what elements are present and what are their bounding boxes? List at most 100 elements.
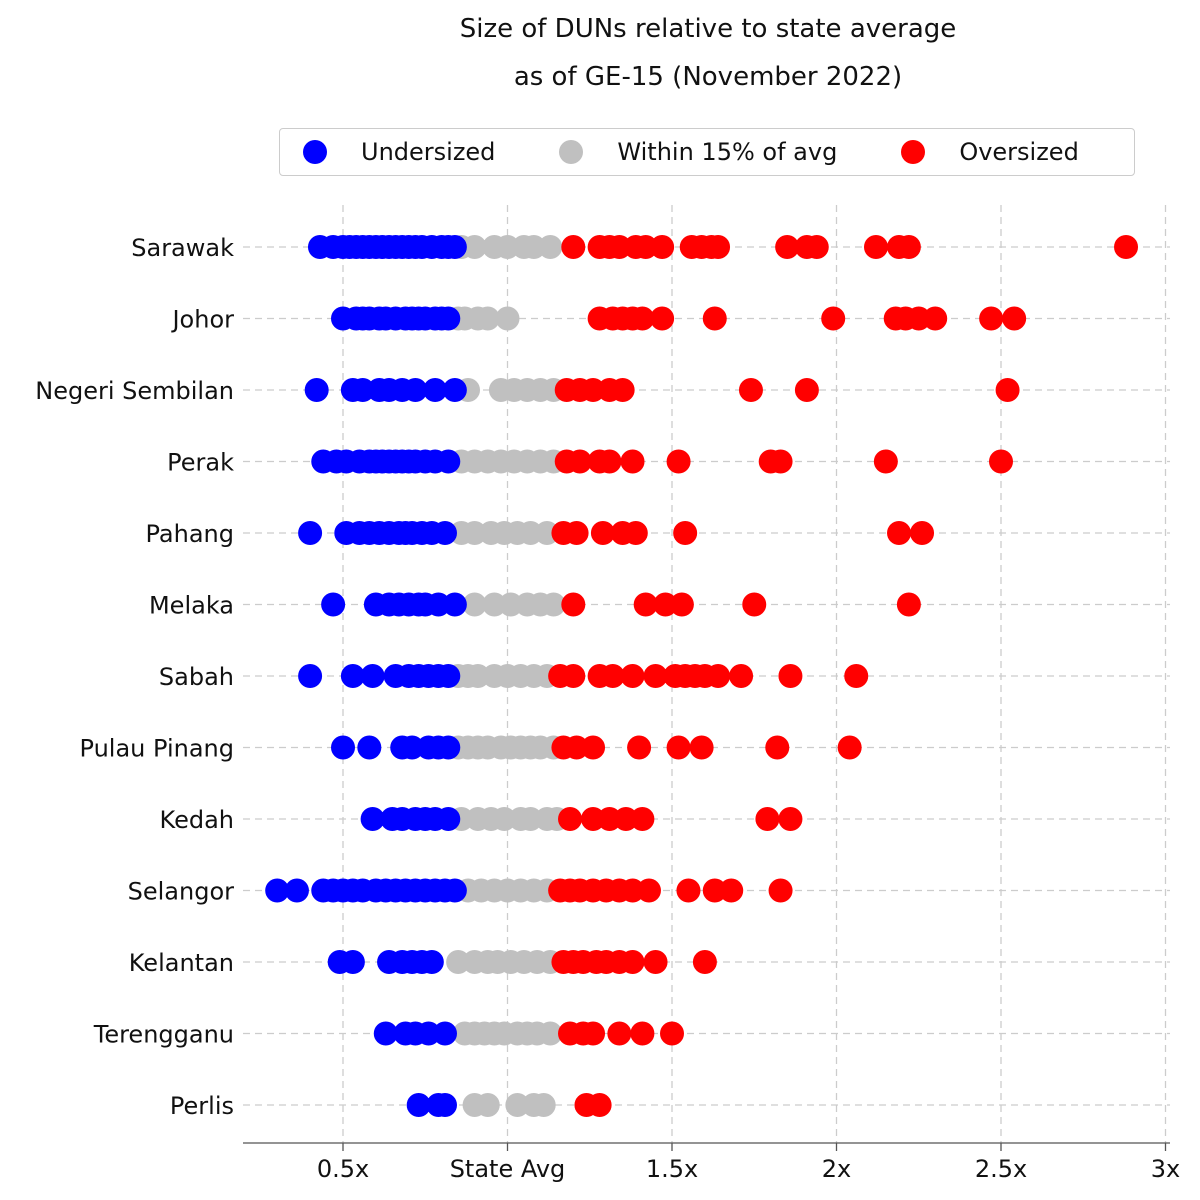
data-point <box>630 306 655 331</box>
data-point <box>1114 235 1139 259</box>
data-point <box>416 1021 441 1046</box>
data-point <box>666 735 691 760</box>
data-point <box>821 306 846 331</box>
chart-legend: Undersized Within 15% of avg Oversized <box>279 128 1135 176</box>
data-point <box>778 807 803 831</box>
data-point <box>561 664 586 688</box>
data-point <box>304 378 329 402</box>
data-point <box>837 735 862 760</box>
data-point <box>702 878 727 903</box>
data-point <box>581 735 606 760</box>
data-point <box>742 592 767 617</box>
data-point <box>597 807 622 831</box>
data-point <box>505 1093 530 1117</box>
data-point <box>676 878 701 903</box>
x-tick-label: 0.5x <box>317 1155 369 1183</box>
data-point <box>613 807 638 831</box>
data-point <box>442 378 467 402</box>
data-point <box>340 950 365 974</box>
legend-item-undersized: Undersized <box>303 129 495 175</box>
data-point <box>518 807 543 831</box>
data-point <box>610 378 635 402</box>
data-point <box>620 664 645 688</box>
legend-label-undersized: Undersized <box>361 138 496 166</box>
y-tick-label: Johor <box>170 306 234 334</box>
x-tick-label: State Avg <box>450 1155 566 1183</box>
data-point <box>844 664 869 688</box>
data-point <box>979 306 1004 331</box>
data-point <box>298 664 323 688</box>
data-point <box>702 306 727 331</box>
data-point <box>906 306 931 331</box>
data-point <box>643 664 668 688</box>
data-point <box>794 378 819 402</box>
data-point <box>360 664 385 688</box>
x-tick-label: 2x <box>822 1155 851 1183</box>
data-point <box>910 521 935 545</box>
data-point <box>630 807 655 831</box>
y-tick-label: Sarawak <box>131 234 234 262</box>
legend-marker-within <box>559 140 584 164</box>
data-point <box>558 807 583 831</box>
data-point <box>350 378 375 402</box>
data-point <box>518 521 543 545</box>
data-point <box>462 592 487 617</box>
data-point <box>531 1093 556 1117</box>
x-tick-label: 2.5x <box>975 1155 1027 1183</box>
data-point <box>446 950 471 974</box>
data-point <box>636 878 661 903</box>
data-point <box>620 878 645 903</box>
y-tick-label: Negeri Sembilan <box>35 377 234 405</box>
data-point <box>768 449 793 474</box>
data-point <box>706 235 731 259</box>
data-point <box>284 878 309 903</box>
data-point <box>755 807 780 831</box>
data-point <box>643 950 668 974</box>
data-point <box>567 449 592 474</box>
data-point <box>873 449 898 474</box>
legend-label-within: Within 15% of avg <box>617 138 838 166</box>
data-point <box>896 235 921 259</box>
data-point <box>475 1093 500 1117</box>
data-point <box>340 664 365 688</box>
x-tick-label: 1.5x <box>646 1155 698 1183</box>
data-point <box>587 1093 612 1117</box>
data-point <box>706 664 731 688</box>
data-point <box>475 306 500 331</box>
y-tick-label: Perlis <box>170 1092 234 1120</box>
data-point <box>436 807 461 831</box>
data-point <box>465 664 490 688</box>
y-tick-label: Kelantan <box>129 949 234 977</box>
data-point <box>357 735 382 760</box>
data-point <box>607 1021 632 1046</box>
data-point <box>729 664 754 688</box>
data-point <box>989 449 1013 474</box>
data-point <box>630 1021 655 1046</box>
data-point <box>492 807 517 831</box>
data-point <box>482 592 507 617</box>
data-point <box>689 735 714 760</box>
data-point <box>436 735 461 760</box>
data-point <box>423 378 448 402</box>
data-point <box>426 592 451 617</box>
data-point <box>331 735 355 760</box>
data-point <box>887 521 912 545</box>
data-point <box>692 950 717 974</box>
data-point <box>432 1093 457 1117</box>
data-point <box>495 306 520 331</box>
data-point <box>581 1021 606 1046</box>
y-tick-label: Pahang <box>146 520 234 548</box>
data-point <box>896 592 921 617</box>
data-point <box>564 521 589 545</box>
data-point <box>442 878 467 903</box>
legend-item-oversized: Oversized <box>901 129 1079 175</box>
data-point <box>360 807 385 831</box>
data-point <box>669 592 694 617</box>
data-point <box>1002 306 1027 331</box>
data-point <box>863 235 888 259</box>
data-point <box>653 592 678 617</box>
data-point <box>265 878 290 903</box>
data-point <box>432 521 457 545</box>
data-point <box>373 1021 398 1046</box>
